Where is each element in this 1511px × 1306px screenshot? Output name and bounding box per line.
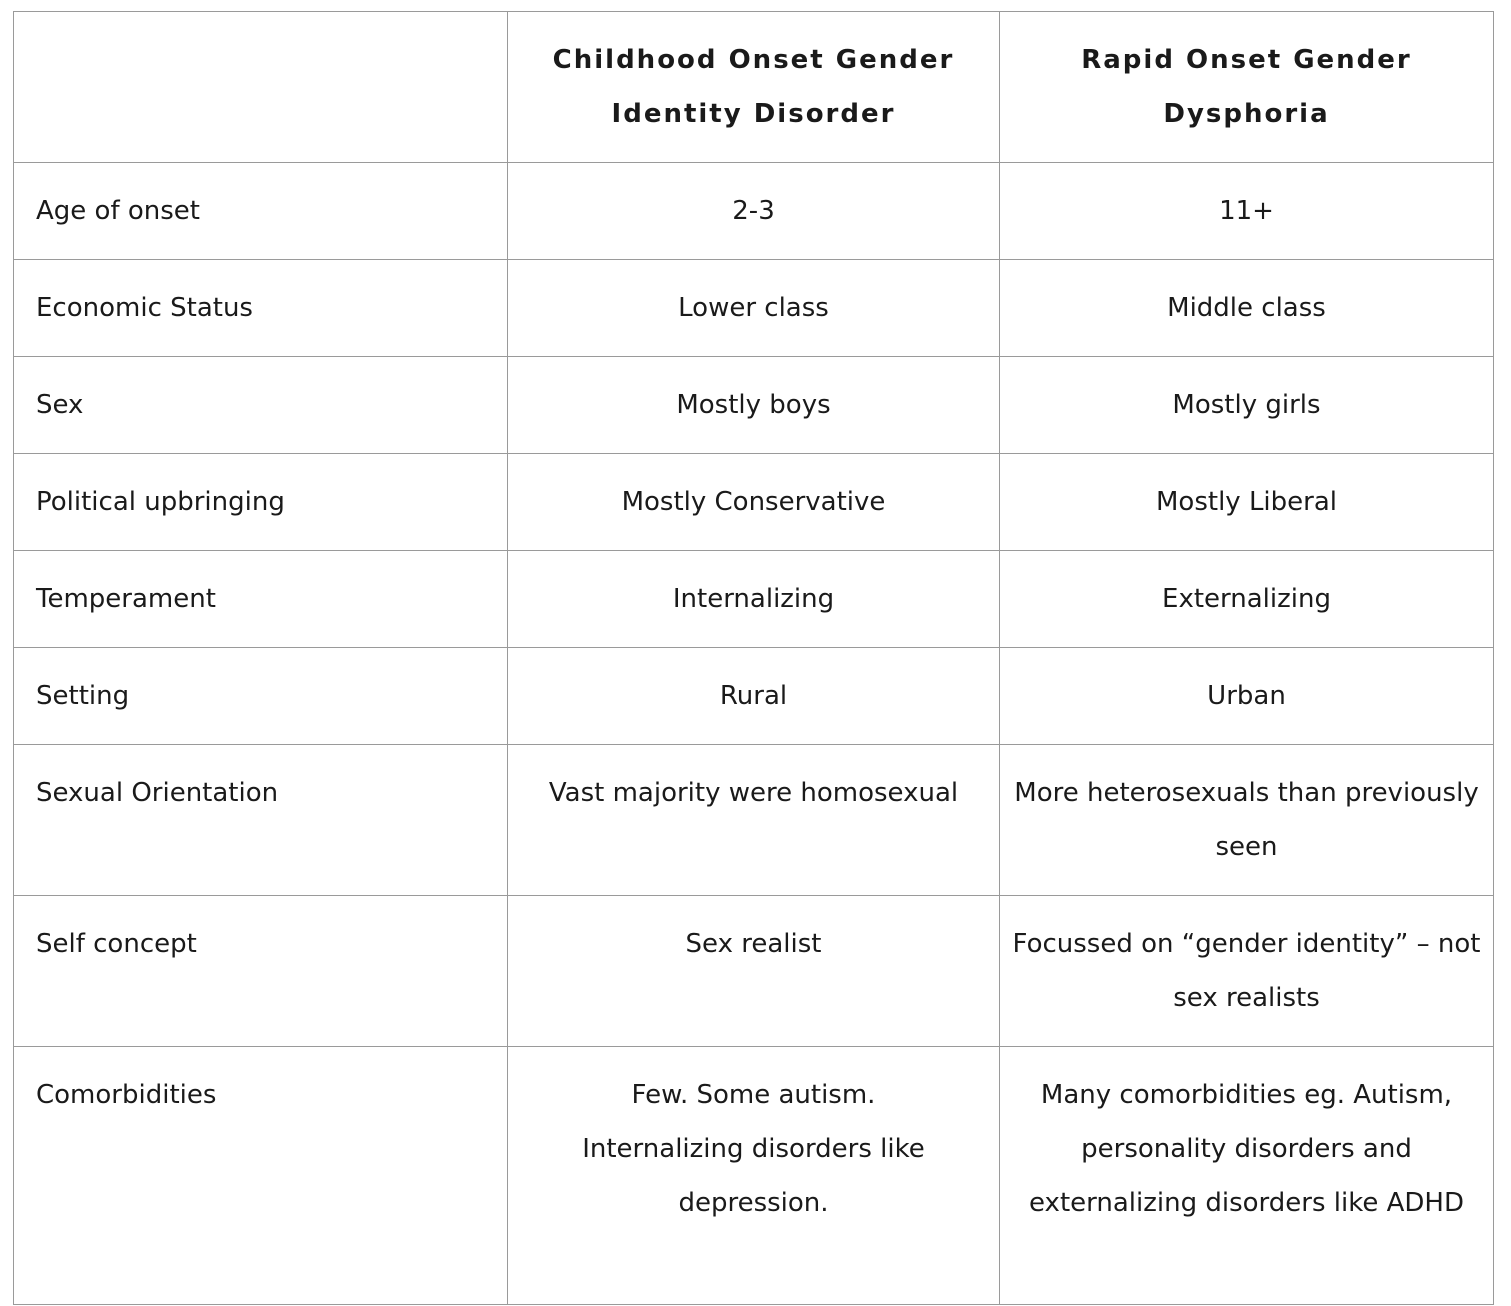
column-header: Rapid Onset Gender Dysphoria — [999, 11, 1494, 163]
table-cell: Sex realist — [507, 895, 1000, 1047]
table-cell: Externalizing — [999, 550, 1494, 648]
table-cell: Urban — [999, 647, 1494, 745]
table-body: Age of onset 2-3 11+ Economic Status Lower c… — [13, 162, 1494, 1305]
header-corner — [13, 11, 508, 163]
table-cell: Rural — [507, 647, 1000, 745]
table-cell: Internalizing — [507, 550, 1000, 648]
table-cell: 11+ — [999, 162, 1494, 260]
table-cell: More heterosexuals than previously seen — [999, 744, 1494, 896]
table-row: Sex Mostly boys Mostly girls — [13, 356, 1494, 454]
table-cell: Vast majority were homosexual — [507, 744, 1000, 896]
table-cell: Few. Some autism. Internalizing disorder… — [507, 1046, 1000, 1305]
row-label: Sexual Orientation — [13, 744, 508, 896]
table-cell: Many comorbidities eg. Autism, personali… — [999, 1046, 1494, 1305]
table-row: Political upbringing Mostly Conservative M… — [13, 453, 1494, 551]
row-label: Age of onset — [13, 162, 508, 260]
comparison-table: Childhood Onset Gender Identity Disorder… — [13, 11, 1494, 1305]
table-cell: Mostly Liberal — [999, 453, 1494, 551]
table-cell: Middle class — [999, 259, 1494, 357]
table-row: Economic Status Lower class Middle class — [13, 259, 1494, 357]
row-label: Comorbidities — [13, 1046, 508, 1305]
table-row: Temperament Internalizing Externalizing — [13, 550, 1494, 648]
table-cell: Mostly Conservative — [507, 453, 1000, 551]
row-label: Setting — [13, 647, 508, 745]
table-cell: Mostly boys — [507, 356, 1000, 454]
table-row: Setting Rural Urban — [13, 647, 1494, 745]
row-label: Economic Status — [13, 259, 508, 357]
table-header: Childhood Onset Gender Identity Disorder… — [13, 11, 1494, 163]
table-cell: Focussed on “gender identity” – not sex … — [999, 895, 1494, 1047]
row-label: Temperament — [13, 550, 508, 648]
header-row: Childhood Onset Gender Identity Disorder… — [13, 11, 1494, 163]
table-row: Sexual Orientation Vast majority were hom… — [13, 744, 1494, 896]
table-cell: Lower class — [507, 259, 1000, 357]
column-header: Childhood Onset Gender Identity Disorder — [507, 11, 1000, 163]
table-row: Comorbidities Few. Some autism. Internali… — [13, 1046, 1494, 1305]
table-cell: 2-3 — [507, 162, 1000, 260]
row-label: Self concept — [13, 895, 508, 1047]
table-row: Age of onset 2-3 11+ — [13, 162, 1494, 260]
table-row: Self concept Sex realist Focussed on “gend… — [13, 895, 1494, 1047]
row-label: Sex — [13, 356, 508, 454]
table-cell: Mostly girls — [999, 356, 1494, 454]
row-label: Political upbringing — [13, 453, 508, 551]
